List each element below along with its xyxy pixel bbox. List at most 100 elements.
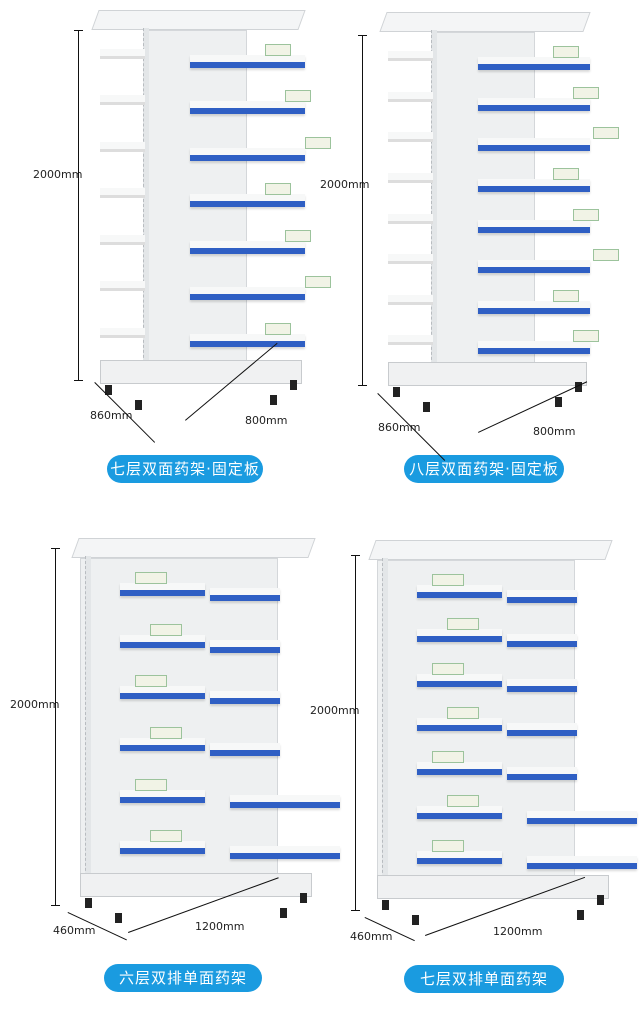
medicine-box bbox=[265, 44, 291, 56]
dimension-tick bbox=[74, 30, 83, 31]
dimension-tick bbox=[351, 555, 360, 556]
shelf-tier bbox=[190, 287, 305, 301]
drawer-tier bbox=[417, 806, 502, 820]
drawer-tier bbox=[527, 855, 637, 869]
shelf-left bbox=[388, 335, 433, 346]
shelf-foot bbox=[270, 395, 277, 405]
shelf-left bbox=[388, 91, 433, 102]
depth-label: 860mm bbox=[90, 409, 133, 422]
width-label: 1200mm bbox=[493, 925, 543, 938]
drawer-tier bbox=[507, 678, 577, 692]
height-label: 2000mm bbox=[10, 698, 60, 711]
shelf-base bbox=[80, 873, 312, 897]
product-title-pill: 六层双排单面药架 bbox=[104, 964, 262, 992]
shelf-left bbox=[388, 51, 433, 61]
medicine-box bbox=[432, 662, 464, 675]
medicine-box bbox=[593, 127, 619, 140]
drawer-tier bbox=[417, 673, 502, 687]
drawer-tier bbox=[230, 794, 340, 808]
shelf-tier bbox=[478, 97, 590, 111]
shelf-top-canopy bbox=[368, 540, 613, 560]
width-label: 800mm bbox=[245, 414, 288, 427]
width-label: 800mm bbox=[533, 425, 576, 438]
drawer-tier bbox=[210, 691, 280, 705]
medicine-box bbox=[573, 208, 599, 221]
shelf-foot bbox=[423, 402, 430, 412]
shelf-left bbox=[388, 294, 433, 305]
drawer-tier bbox=[417, 850, 502, 864]
shelf-left bbox=[100, 234, 145, 245]
medicine-box bbox=[553, 167, 579, 180]
drawer-tier bbox=[417, 629, 502, 643]
shelf-base bbox=[100, 360, 302, 384]
medicine-box bbox=[305, 276, 331, 289]
shelf-foot bbox=[105, 385, 112, 395]
height-label: 2000mm bbox=[320, 178, 370, 191]
shelf-foot bbox=[85, 898, 92, 908]
drawer-tier bbox=[120, 634, 205, 648]
drawer-tier bbox=[417, 585, 502, 598]
medicine-box bbox=[135, 572, 167, 584]
height-dimension-line bbox=[55, 548, 56, 905]
shelf-tier bbox=[190, 333, 305, 347]
dimension-tick bbox=[74, 380, 83, 381]
shelf-left bbox=[388, 172, 433, 183]
shelf-left bbox=[388, 254, 433, 265]
product-title-pill: 七层双面药架·固定板 bbox=[107, 455, 263, 483]
drawer-tier bbox=[507, 634, 577, 648]
shelf-left bbox=[100, 188, 145, 199]
shelf-left bbox=[100, 281, 145, 292]
medicine-box bbox=[135, 778, 167, 791]
shelf-tier bbox=[478, 219, 590, 233]
drawer-tier bbox=[507, 590, 577, 603]
medicine-box bbox=[447, 795, 479, 808]
shelf-foot bbox=[555, 397, 562, 407]
medicine-box bbox=[573, 86, 599, 99]
medicine-box bbox=[265, 183, 291, 196]
height-dimension-line bbox=[355, 555, 356, 910]
height-dimension-line bbox=[362, 35, 363, 385]
shelf-top-canopy bbox=[91, 10, 306, 30]
height-label: 2000mm bbox=[33, 168, 83, 181]
height-dimension-line bbox=[78, 30, 79, 380]
shelf-tier bbox=[478, 300, 590, 314]
shelf-post bbox=[382, 558, 388, 888]
shelf-foot bbox=[575, 382, 582, 392]
shelf-tier bbox=[478, 57, 590, 70]
drawer-tier bbox=[507, 722, 577, 736]
shelf-foot bbox=[300, 893, 307, 903]
shelf-tier bbox=[190, 194, 305, 208]
width-label: 1200mm bbox=[195, 920, 245, 933]
shelf-post bbox=[143, 28, 149, 373]
depth-label: 460mm bbox=[53, 924, 96, 937]
shelf-tier bbox=[478, 341, 590, 355]
drawer-tier bbox=[230, 846, 340, 860]
product-title-pill: 八层双面药架·固定板 bbox=[404, 455, 564, 483]
drawer-tier bbox=[120, 686, 205, 700]
shelf-base bbox=[388, 362, 587, 386]
shelf-top-canopy bbox=[71, 538, 316, 558]
drawer-tier bbox=[210, 588, 280, 601]
medicine-box bbox=[447, 618, 479, 631]
medicine-box bbox=[150, 623, 182, 636]
shelf-foot bbox=[280, 908, 287, 918]
shelf-tier bbox=[190, 55, 305, 68]
medicine-box bbox=[573, 330, 599, 343]
shelf-tier bbox=[478, 138, 590, 152]
shelf-left bbox=[100, 95, 145, 106]
medicine-box bbox=[432, 751, 464, 764]
drawer-tier bbox=[417, 762, 502, 776]
depth-label: 860mm bbox=[378, 421, 421, 434]
drawer-tier bbox=[210, 743, 280, 756]
shelf-foot bbox=[577, 910, 584, 920]
shelf-left bbox=[100, 327, 145, 338]
shelf-foot bbox=[393, 387, 400, 397]
medicine-box bbox=[135, 675, 167, 688]
dimension-tick bbox=[358, 35, 367, 36]
shelf-left bbox=[100, 49, 145, 59]
shelf-top-canopy bbox=[379, 12, 591, 32]
dimension-tick bbox=[51, 905, 60, 906]
medicine-box bbox=[305, 136, 331, 149]
medicine-box bbox=[593, 249, 619, 262]
drawer-tier bbox=[210, 639, 280, 653]
